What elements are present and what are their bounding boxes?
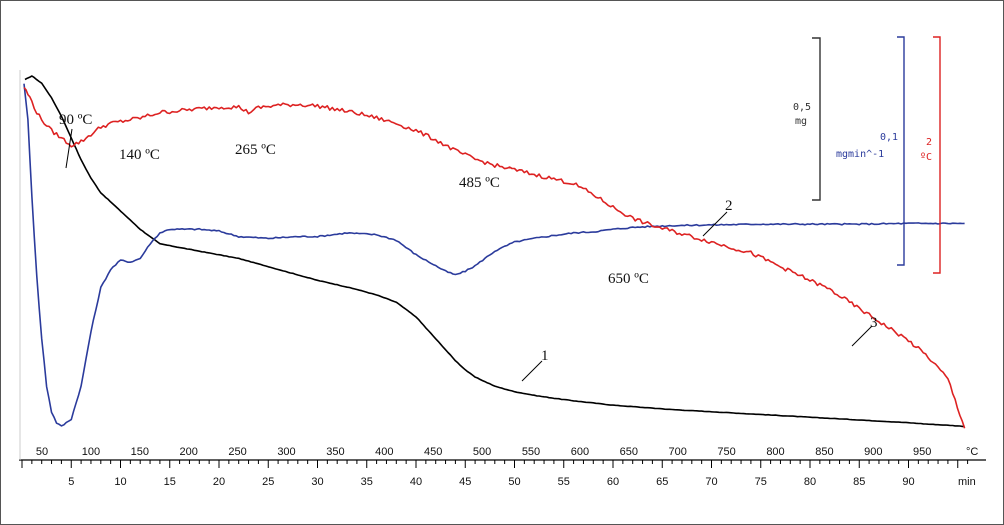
bottom-tick-label: 35 [361, 476, 373, 488]
bottom-tick-label: 5 [68, 476, 74, 488]
top-tick-label: 550 [522, 446, 540, 458]
bottom-tick-label: 10 [114, 476, 126, 488]
scale-bar-temp-unit: ºC [920, 152, 932, 163]
bottom-tick-label: 20 [213, 476, 225, 488]
scale-bar-temp [933, 36, 941, 274]
top-tick-label: 900 [864, 446, 882, 458]
series-3-line [23, 86, 966, 429]
curve-2-label: 2 [725, 198, 733, 214]
curve-2-leader [702, 211, 728, 237]
annotation-265c: 265 ºC [235, 142, 276, 158]
top-tick-label: 300 [277, 446, 295, 458]
series-2-line [23, 83, 965, 427]
top-tick-label: 500 [473, 446, 491, 458]
scale-bar-dtg-value: 0,1 [880, 132, 898, 143]
top-tick-label: 800 [766, 446, 784, 458]
top-axis-unit: °C [966, 446, 978, 458]
annotations: 90 ºC 140 ºC 265 ºC 485 ºC 650 ºC [59, 112, 649, 287]
series-layer [23, 75, 966, 429]
curve-3-leader [851, 325, 873, 347]
top-tick-label: 650 [620, 446, 638, 458]
annotation-90c-leader [65, 128, 73, 169]
annotation-90c: 90 ºC [59, 112, 92, 128]
curve-3-label: 3 [870, 315, 878, 331]
scale-bar-mass-value: 0,5 [793, 102, 811, 113]
bottom-tick-label: 30 [311, 476, 323, 488]
top-tick-label: 750 [717, 446, 735, 458]
scale-bars: 0,5 mg 0,1 mgmin^-1 2 ºC [793, 36, 941, 274]
bottom-tick-label: 50 [508, 476, 520, 488]
top-tick-label: 450 [424, 446, 442, 458]
scale-bar-mass [812, 37, 821, 201]
top-axis-ticks: 50 100 150 200 250 300 350 400 450 500 550 600 650 70… [21, 446, 969, 468]
bottom-tick-label: 75 [755, 476, 767, 488]
bottom-tick-label: 45 [459, 476, 471, 488]
scale-bar-mass-unit: mg [795, 116, 807, 127]
bottom-axis-ticks: 5 10 15 20 25 30 35 40 45 50 55 60 65 70 75 80 85 90 [68, 476, 914, 488]
series-1-line [24, 75, 965, 428]
bottom-tick-label: 85 [853, 476, 865, 488]
top-tick-label: 150 [131, 446, 149, 458]
top-tick-label: 950 [913, 446, 931, 458]
bottom-tick-label: 15 [164, 476, 176, 488]
curve-labels: 1 2 3 [521, 198, 878, 382]
bottom-tick-label: 25 [262, 476, 274, 488]
top-tick-label: 200 [180, 446, 198, 458]
bottom-tick-label: 65 [656, 476, 668, 488]
top-tick-label: 50 [36, 446, 48, 458]
annotation-650c: 650 ºC [608, 271, 649, 287]
top-tick-label: 250 [228, 446, 246, 458]
top-tick-label: 850 [815, 446, 833, 458]
annotation-140c: 140 ºC [119, 147, 160, 163]
top-tick-label: 350 [326, 446, 344, 458]
curve-1-leader [521, 360, 543, 382]
bottom-tick-label: 80 [804, 476, 816, 488]
bottom-tick-label: 55 [558, 476, 570, 488]
curve-1-label: 1 [541, 348, 549, 364]
top-tick-label: 700 [669, 446, 687, 458]
scale-bar-temp-value: 2 [926, 137, 932, 148]
bottom-tick-label: 90 [902, 476, 914, 488]
top-tick-label: 600 [571, 446, 589, 458]
top-tick-label: 400 [375, 446, 393, 458]
bottom-tick-label: 60 [607, 476, 619, 488]
axes-group [19, 70, 986, 461]
scale-bar-dtg [897, 36, 905, 266]
annotation-485c: 485 ºC [459, 175, 500, 191]
bottom-axis-unit: min [958, 476, 976, 488]
bottom-tick-label: 40 [410, 476, 422, 488]
bottom-tick-label: 70 [705, 476, 717, 488]
scale-bar-dtg-unit: mgmin^-1 [836, 149, 884, 160]
top-tick-label: 100 [82, 446, 100, 458]
